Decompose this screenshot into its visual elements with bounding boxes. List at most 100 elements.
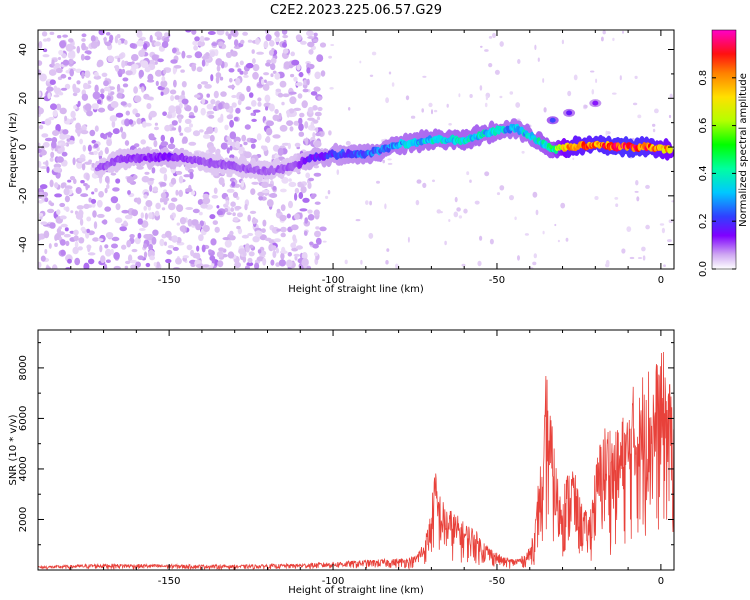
noise-speckle <box>591 89 595 95</box>
noise-speckle <box>230 30 238 37</box>
noise-speckle <box>292 234 297 242</box>
noise-speckle <box>47 208 55 214</box>
noise-speckle <box>250 112 255 116</box>
noise-speckle <box>179 132 184 136</box>
noise-speckle <box>140 139 146 145</box>
noise-speckle <box>178 175 184 184</box>
noise-speckle <box>111 120 116 128</box>
noise-speckle <box>288 108 295 114</box>
noise-speckle <box>266 199 274 207</box>
noise-speckle <box>68 38 74 43</box>
noise-speckle <box>133 86 139 94</box>
noise-speckle <box>229 131 237 140</box>
noise-speckle <box>307 41 315 48</box>
noise-speckle <box>64 195 70 203</box>
noise-speckle <box>537 57 540 62</box>
noise-speckle <box>236 225 241 230</box>
noise-speckle <box>296 63 301 71</box>
noise-speckle <box>235 77 241 86</box>
noise-speckle <box>160 80 168 88</box>
noise-speckle <box>105 248 112 257</box>
noise-speckle <box>262 257 267 266</box>
noise-speckle <box>251 100 257 107</box>
noise-speckle <box>92 210 97 218</box>
noise-speckle <box>294 187 300 194</box>
noise-speckle <box>161 40 169 49</box>
noise-speckle <box>230 207 235 212</box>
noise-speckle <box>185 207 194 210</box>
noise-speckle <box>169 214 174 219</box>
noise-speckle <box>163 173 168 182</box>
noise-speckle <box>176 204 184 213</box>
noise-speckle <box>561 39 565 45</box>
noise-speckle <box>201 98 206 105</box>
noise-speckle <box>663 264 666 268</box>
noise-speckle <box>121 131 127 140</box>
noise-speckle <box>60 87 68 91</box>
noise-speckle <box>205 52 210 57</box>
noise-speckle <box>532 191 538 198</box>
noise-speckle <box>124 265 129 269</box>
noise-speckle <box>121 244 127 250</box>
noise-speckle <box>313 140 322 148</box>
noise-speckle <box>254 262 260 269</box>
noise-speckle <box>38 107 44 115</box>
noise-speckle <box>263 72 270 76</box>
noise-speckle <box>315 237 322 245</box>
noise-speckle <box>120 126 123 133</box>
x-tick-label: -150 <box>158 275 181 286</box>
noise-speckle <box>295 245 303 250</box>
noise-speckle <box>55 103 62 111</box>
noise-speckle <box>81 93 89 102</box>
noise-speckle <box>77 100 81 107</box>
noise-speckle <box>329 87 334 90</box>
noise-speckle <box>73 229 79 236</box>
snr-ticks: -150 -100 -50 0 2000 4000 6000 8000 <box>18 330 674 587</box>
noise-speckle <box>131 54 139 62</box>
noise-speckle <box>241 234 249 239</box>
noise-speckle <box>293 107 302 111</box>
noise-speckle <box>38 261 42 269</box>
noise-speckle <box>51 140 57 149</box>
noise-speckle <box>230 201 236 207</box>
noise-speckle <box>230 50 238 57</box>
noise-speckle <box>654 108 659 114</box>
noise-speckle <box>176 222 180 226</box>
noise-speckle <box>62 34 68 38</box>
noise-speckle <box>249 210 257 214</box>
snr-series-line <box>38 351 674 570</box>
noise-speckle <box>291 59 300 66</box>
noise-speckle <box>543 107 547 113</box>
noise-speckle <box>84 103 92 112</box>
branch-point <box>566 110 573 116</box>
noise-speckle <box>167 143 176 150</box>
noise-speckle <box>265 62 271 67</box>
noise-speckle <box>422 182 427 188</box>
noise-speckle <box>229 78 233 83</box>
noise-speckle <box>175 170 183 175</box>
noise-speckle <box>124 214 133 220</box>
noise-speckle <box>87 144 92 152</box>
noise-speckle <box>155 80 159 86</box>
noise-speckle <box>145 262 151 268</box>
noise-speckle <box>166 249 173 255</box>
noise-speckle <box>189 171 194 180</box>
noise-speckle <box>54 182 59 189</box>
noise-speckle <box>386 248 390 252</box>
noise-speckle <box>243 71 248 75</box>
noise-speckle <box>387 158 392 161</box>
noise-speckle <box>110 101 119 108</box>
noise-speckle <box>134 143 140 148</box>
noise-speckle <box>532 261 537 266</box>
noise-speckle <box>200 107 206 116</box>
noise-speckle <box>81 71 85 79</box>
noise-speckle <box>232 191 239 198</box>
noise-speckle <box>376 180 380 184</box>
x-tick-label: -100 <box>322 275 345 286</box>
noise-speckle <box>63 233 71 238</box>
noise-speckle <box>172 246 179 251</box>
ridge-core <box>668 146 673 154</box>
noise-speckle <box>263 40 269 49</box>
noise-speckle <box>101 72 108 78</box>
noise-speckle <box>270 259 275 266</box>
